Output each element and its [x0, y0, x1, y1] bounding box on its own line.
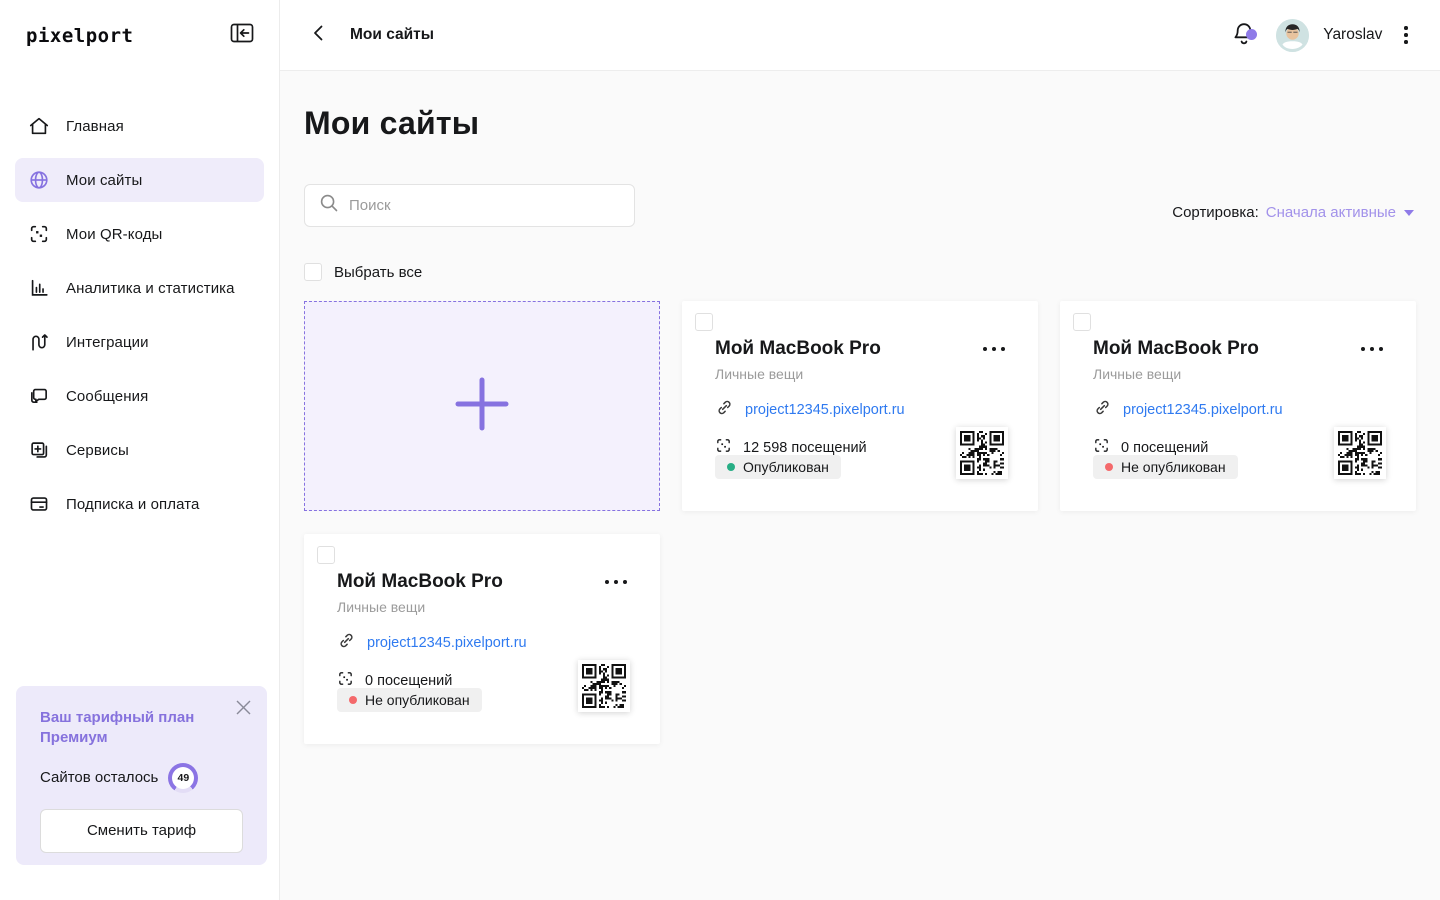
site-visits: 12 598 посещений — [743, 439, 867, 456]
sites-left-progress-ring: 49 — [168, 762, 199, 793]
sort-label: Сортировка: — [1172, 204, 1259, 221]
site-card: Мой MacBook Pro Личные вещи project12345… — [1060, 301, 1416, 511]
site-url[interactable]: project12345.pixelport.ru — [367, 634, 527, 651]
site-title: Мой MacBook Pro — [1093, 338, 1259, 359]
link-icon — [1093, 398, 1112, 421]
topbar: Мои сайты — [280, 0, 1440, 71]
search-input[interactable] — [349, 197, 620, 214]
sidebar-item-services[interactable]: Сервисы — [15, 428, 264, 472]
select-all-label: Выбрать все — [334, 263, 423, 281]
sites-left-value: 49 — [172, 766, 195, 789]
sidebar-item-globe[interactable]: Мои сайты — [15, 158, 264, 202]
avatar[interactable] — [1276, 18, 1310, 52]
add-site-card[interactable] — [304, 301, 660, 511]
tools-row: Сортировка: Сначала активные — [304, 184, 1414, 227]
chat-icon — [28, 385, 50, 407]
site-visits: 0 посещений — [365, 672, 453, 689]
sidebar-item-credit-card[interactable]: Подписка и оплата — [15, 482, 264, 526]
page-content: Мои сайты Сортировка: Сначала активные — [280, 71, 1440, 900]
status-dot-icon — [1105, 463, 1113, 471]
globe-icon — [28, 169, 50, 191]
page-title: Мои сайты — [304, 105, 480, 141]
status-dot-icon — [349, 696, 357, 704]
status-text: Не опубликован — [1121, 459, 1226, 475]
sites-left-label: Сайтов осталось — [40, 769, 159, 786]
sidebar-nav: Главная Мои сайты Мои QR-коды Аналитика … — [0, 104, 279, 526]
sidebar-collapse-button[interactable] — [229, 23, 255, 48]
collapse-sidebar-icon — [230, 23, 254, 48]
site-title: Мой MacBook Pro — [337, 571, 503, 592]
plan-close-button[interactable] — [233, 700, 253, 720]
search-box — [304, 184, 635, 227]
bar-chart-icon — [28, 277, 50, 299]
card-menu-button[interactable] — [1361, 343, 1383, 355]
sort-control: Сортировка: Сначала активные — [1172, 204, 1414, 221]
close-icon — [235, 699, 252, 721]
card-menu-button[interactable] — [983, 343, 1005, 355]
select-all-control[interactable]: Выбрать все — [304, 263, 1414, 281]
qr-code[interactable] — [1334, 427, 1386, 479]
visits-icon — [1093, 437, 1110, 458]
integration-icon — [28, 331, 50, 353]
change-plan-button[interactable]: Сменить тариф — [40, 808, 243, 853]
card-menu-button[interactable] — [605, 576, 627, 588]
sidebar-item-integration[interactable]: Интеграции — [15, 320, 264, 364]
qr-scan-icon — [28, 223, 50, 245]
notifications-button[interactable] — [1232, 21, 1258, 49]
sidebar-item-bar-chart[interactable]: Аналитика и статистика — [15, 266, 264, 310]
sidebar-item-qr-scan[interactable]: Мои QR-коды — [15, 212, 264, 256]
link-icon — [715, 398, 734, 421]
status-text: Опубликован — [743, 459, 829, 475]
status-badge: Опубликован — [715, 455, 841, 479]
qr-code[interactable] — [578, 660, 630, 712]
site-card: Мой MacBook Pro Личные вещи project12345… — [682, 301, 1038, 511]
site-card: Мой MacBook Pro Личные вещи project12345… — [304, 534, 660, 744]
visits-icon — [337, 670, 354, 691]
sites-grid: Мой MacBook Pro Личные вещи project12345… — [304, 301, 1416, 744]
site-checkbox[interactable] — [317, 546, 335, 564]
notification-dot — [1246, 29, 1258, 40]
sidebar-header: pixelport — [0, 0, 279, 71]
topbar-title: Мои сайты — [350, 26, 435, 43]
pixelport-logo: pixelport — [26, 24, 134, 47]
plan-title: Ваш тарифный план Премиум — [40, 709, 195, 747]
site-url[interactable]: project12345.pixelport.ru — [1123, 401, 1283, 418]
sort-value[interactable]: Сначала активные — [1265, 204, 1396, 221]
credit-card-icon — [28, 493, 50, 515]
chevron-left-icon — [311, 24, 325, 47]
qr-code[interactable] — [956, 427, 1008, 479]
chevron-down-icon[interactable] — [1404, 210, 1414, 221]
plan-sites-left: Сайтов осталось 49 — [40, 762, 243, 793]
visits-icon — [715, 437, 732, 458]
site-checkbox[interactable] — [1073, 313, 1091, 331]
more-menu-button[interactable] — [1400, 22, 1412, 48]
link-icon — [337, 631, 356, 654]
sidebar: pixelport Главная Мои сайты Мои QR-коды — [0, 0, 280, 900]
plus-icon — [447, 369, 517, 444]
status-badge: Не опубликован — [337, 688, 482, 712]
site-category: Личные вещи — [715, 366, 804, 382]
services-icon — [28, 439, 50, 461]
site-visits: 0 посещений — [1121, 439, 1209, 456]
site-title: Мой MacBook Pro — [715, 338, 881, 359]
status-badge: Не опубликован — [1093, 455, 1238, 479]
topbar-right: Yaroslav — [1232, 18, 1412, 52]
site-checkbox[interactable] — [695, 313, 713, 331]
site-category: Личные вещи — [337, 599, 426, 615]
site-category: Личные вещи — [1093, 366, 1182, 382]
plan-widget: Ваш тарифный план Премиум Сайтов осталос… — [16, 686, 267, 865]
site-url[interactable]: project12345.pixelport.ru — [745, 401, 905, 418]
back-button[interactable] — [304, 21, 332, 49]
search-icon — [319, 193, 339, 218]
home-icon — [28, 115, 50, 137]
status-dot-icon — [727, 463, 735, 471]
sidebar-item-chat[interactable]: Сообщения — [15, 374, 264, 418]
user-name: Yaroslav — [1323, 26, 1383, 43]
select-all-checkbox[interactable] — [304, 263, 322, 281]
status-text: Не опубликован — [365, 692, 470, 708]
sidebar-item-home[interactable]: Главная — [15, 104, 264, 148]
main-column: Мои сайты — [280, 0, 1440, 900]
